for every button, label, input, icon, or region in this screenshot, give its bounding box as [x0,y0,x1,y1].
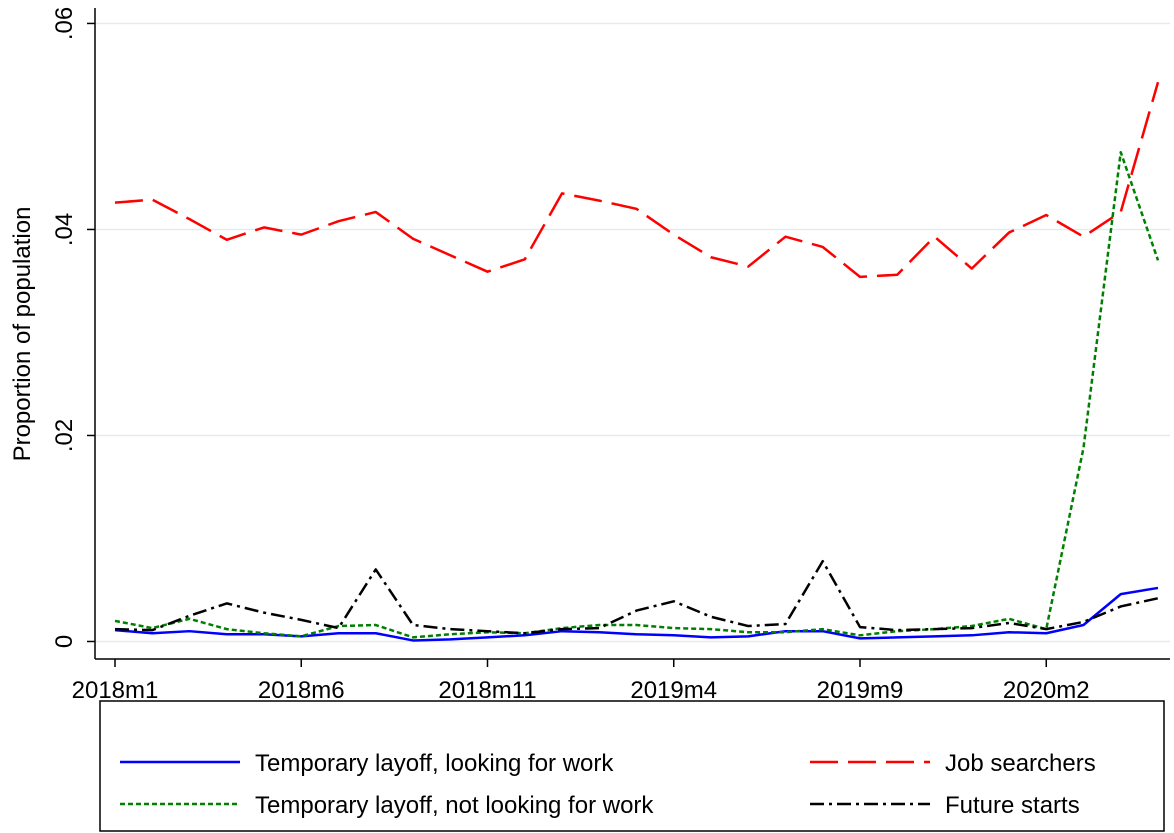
y-tick-label: 0 [51,635,78,648]
series-line [114,81,1160,279]
x-tick-label: 2020m2 [1003,677,1090,704]
series-line [114,559,1159,635]
series-line [114,150,1160,639]
x-tick-label: 2018m11 [438,677,536,704]
legend-label: Temporary layoff, looking for work [255,750,614,777]
y-tick-label: .04 [51,213,78,246]
y-axis-label: Proportion of population [9,207,36,462]
legend-label: Job searchers [945,750,1096,777]
x-tick-label: 2019m9 [817,677,904,704]
legend-box [99,700,1165,832]
y-tick-label: .02 [51,419,78,452]
x-tick-label: 2018m1 [72,677,159,704]
legend-label: Future starts [945,792,1080,819]
x-tick-label: 2019m4 [630,677,717,704]
x-tick-label: 2018m6 [258,677,345,704]
y-tick-label: .06 [51,7,78,40]
legend-label: Temporary layoff, not looking for work [255,792,654,819]
